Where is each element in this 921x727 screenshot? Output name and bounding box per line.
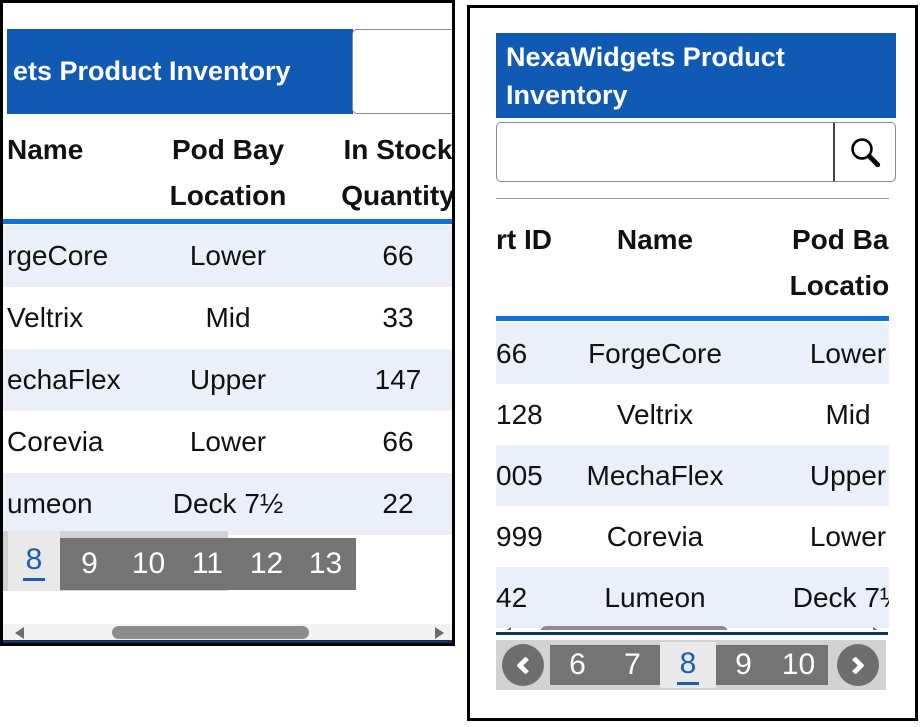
table-row: 999 Corevia Lower: [496, 506, 889, 567]
cell-quantity: 33: [382, 302, 414, 333]
cell-location: Lower: [189, 240, 267, 271]
table-row: Corevia Lower 66: [3, 411, 452, 473]
prev-page-button[interactable]: [502, 644, 544, 686]
search-button[interactable]: [835, 123, 895, 181]
pagination-bar: 8 9 10 11 12 13: [3, 531, 356, 591]
app-title-text: ets Product Inventory: [13, 56, 291, 86]
page-button[interactable]: 6: [569, 648, 586, 681]
cell-quantity: 66: [382, 240, 414, 271]
cell-name: Corevia: [606, 521, 704, 552]
page-button[interactable]: 9: [81, 547, 98, 580]
cell-location: Lower: [189, 426, 267, 457]
cell-name: Corevia: [7, 426, 104, 457]
chevron-right-icon: [846, 655, 865, 675]
search-divider: [833, 123, 835, 181]
cell-location: Upper: [189, 364, 267, 395]
table-row: rgeCore Lower 66: [3, 225, 452, 287]
cell-name: ForgeCore: [588, 338, 722, 369]
page-button-group: 9 10 11 12 13: [60, 538, 356, 590]
column-header-location[interactable]: Pod Bay Location: [789, 224, 889, 301]
table-row: 66 ForgeCore Lower: [496, 323, 889, 384]
cell-location: Mid: [205, 302, 251, 333]
cell-part-id: 66: [496, 338, 528, 369]
inventory-widget-narrow: NexaWidgets Product Inventory rt ID Name…: [467, 5, 918, 721]
cell-part-id: 999: [496, 521, 543, 552]
page-button-group: 6 7: [550, 645, 660, 685]
table-scroll-area[interactable]: rt ID Name Pod Bay Location 66 ForgeCore…: [496, 198, 889, 630]
search-input[interactable]: [353, 30, 452, 113]
table-header-row: Name Pod Bay Location In Stock Quantity: [3, 127, 452, 219]
cell-name: Veltrix: [7, 302, 84, 333]
page-button[interactable]: 13: [308, 547, 343, 580]
header-divider: [496, 316, 889, 321]
table-row: 42 Lumeon Deck 7½: [496, 567, 889, 628]
cell-location: Lower: [809, 521, 887, 552]
cell-part-id: 42: [496, 582, 528, 613]
page-button[interactable]: 7: [624, 648, 641, 681]
bottom-border-line: [3, 640, 452, 643]
column-header-quantity[interactable]: In Stock Quantity: [341, 134, 455, 211]
app-title-bar: ets Product Inventory: [7, 29, 353, 114]
page-button-group: 9 10: [716, 645, 828, 685]
app-title-text: NexaWidgets Product Inventory: [506, 42, 785, 110]
next-page-button[interactable]: [837, 644, 879, 686]
cell-location: Lower: [809, 338, 887, 369]
search-box: [496, 122, 896, 182]
chevron-left-icon: [516, 655, 535, 675]
cell-quantity: 66: [382, 426, 414, 457]
page-button[interactable]: 10: [781, 648, 816, 681]
table-row: echaFlex Upper 147: [3, 349, 452, 411]
cell-location: Mid: [825, 399, 871, 430]
scroll-right-arrow-icon[interactable]: [435, 627, 444, 639]
cell-name: echaFlex: [7, 364, 121, 395]
table-row: 128 Veltrix Mid: [496, 384, 889, 445]
h-scrollbar-thumb[interactable]: [540, 626, 728, 630]
cell-name: rgeCore: [7, 240, 109, 271]
cell-location: Upper: [809, 460, 887, 491]
app-title-bar: NexaWidgets Product Inventory: [496, 33, 896, 118]
cell-part-id: 128: [496, 399, 543, 430]
page-button[interactable]: 9: [735, 648, 752, 681]
column-header-name[interactable]: Name: [616, 224, 694, 255]
search-box: [352, 29, 452, 114]
h-scrollbar-thumb[interactable]: [112, 626, 309, 639]
page-button[interactable]: 10: [131, 547, 166, 580]
scroll-left-arrow-icon[interactable]: [502, 627, 511, 630]
table-bottom-line: [496, 632, 888, 635]
page-button[interactable]: 11: [191, 547, 224, 580]
cell-name: Lumeon: [604, 582, 706, 613]
page-button-current[interactable]: 8: [8, 531, 60, 591]
table-row: 005 MechaFlex Upper: [496, 445, 889, 506]
table-row: Veltrix Mid 33: [3, 287, 452, 349]
cell-quantity: 147: [374, 364, 422, 395]
cell-location: Deck 7½: [172, 488, 284, 519]
page-button[interactable]: 12: [249, 547, 284, 580]
search-icon: [851, 138, 881, 168]
cell-quantity: 22: [382, 488, 414, 519]
column-header-part-id[interactable]: rt ID: [496, 224, 552, 255]
header-divider: [3, 219, 452, 224]
search-input[interactable]: [497, 123, 831, 181]
scroll-left-arrow-icon[interactable]: [15, 627, 24, 639]
cell-name: umeon: [7, 488, 93, 519]
cell-part-id: 005: [496, 460, 543, 491]
cell-name: MechaFlex: [586, 460, 724, 491]
column-header-location[interactable]: Pod Bay Location: [169, 134, 287, 211]
scroll-right-arrow-icon[interactable]: [873, 627, 882, 630]
cell-location: Deck 7½: [792, 582, 889, 613]
table-row: umeon Deck 7½ 22: [3, 473, 452, 535]
column-header-name[interactable]: Name: [7, 134, 84, 165]
cell-name: Veltrix: [616, 399, 694, 430]
page-button-current[interactable]: 8: [660, 642, 716, 688]
inventory-widget-wide: ets Product Inventory Name Pod Bay Locat…: [0, 0, 455, 646]
pagination-bar: 6 7 8 9 10: [496, 640, 886, 690]
